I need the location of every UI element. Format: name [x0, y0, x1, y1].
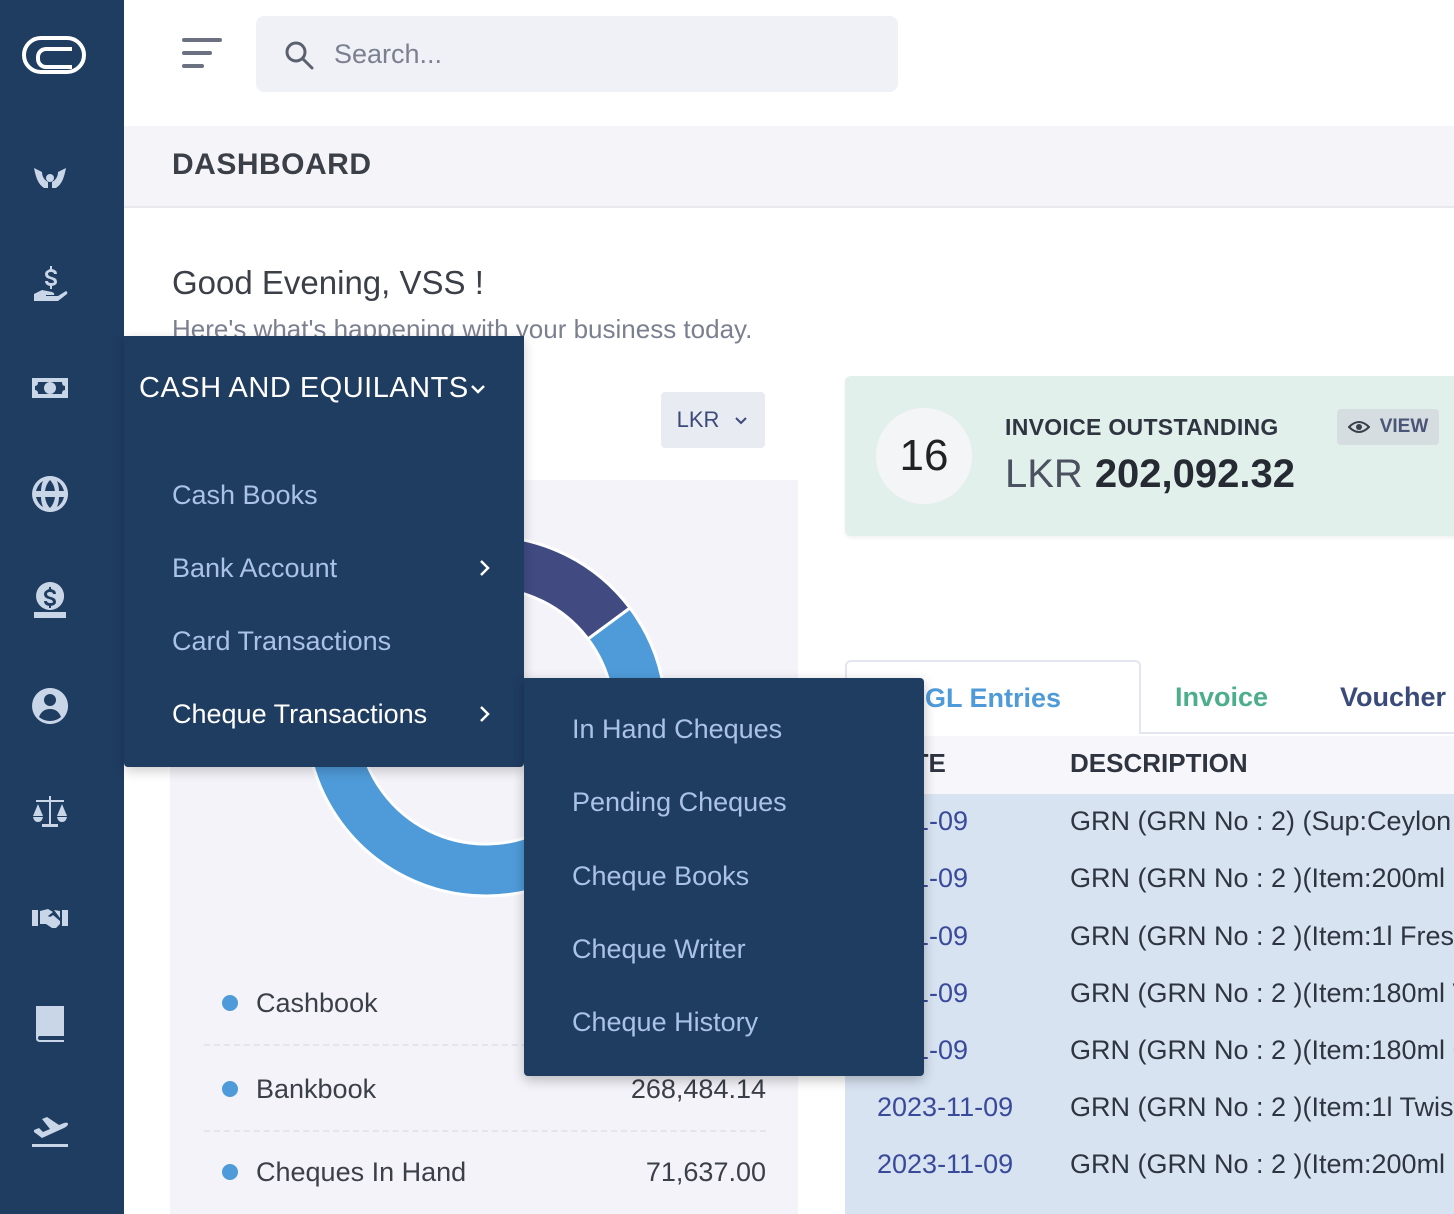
row-description: GRN (GRN No : 2 )(Item:1l Twist [1070, 1092, 1454, 1122]
menu-item-cash-books[interactable]: Cash Books [172, 470, 492, 520]
row-description: GRN (GRN No : 2 )(Item:200ml [1070, 1149, 1446, 1179]
submenu-item-pending-cheques[interactable]: Pending Cheques [572, 787, 787, 817]
menu-item-label: Cash Books [172, 479, 318, 510]
legend-item: Bankbook 268,484.14 [204, 1048, 766, 1132]
scale-icon[interactable] [28, 790, 72, 834]
hands-icon[interactable] [28, 156, 72, 200]
app-logo[interactable] [22, 36, 86, 74]
legend-item: Cheques In Hand 71,637.00 [204, 1130, 766, 1214]
eye-icon [1347, 421, 1370, 433]
submenu-item-cheque-books[interactable]: Cheque Books [572, 861, 750, 891]
hand-dollar-icon[interactable] [28, 262, 72, 306]
globe-icon[interactable] [28, 472, 72, 516]
legend-name: Cashbook [256, 987, 378, 1018]
tab-invoice[interactable]: Invoice [1175, 681, 1269, 712]
sidebar [0, 0, 124, 1214]
menu-toggle-icon[interactable] [182, 38, 222, 70]
submenu-item-cheque-history[interactable]: Cheque History [572, 1007, 759, 1037]
column-header-description: DESCRIPTION [1070, 748, 1248, 778]
page-title: DASHBOARD [172, 148, 372, 181]
row-description: GRN (GRN No : 2 )(Item:180ml V [1070, 978, 1454, 1008]
page-header: DASHBOARD [124, 126, 1454, 208]
row-date: 2023-11-09 [877, 1149, 1014, 1179]
submenu-item-in-hand-cheques[interactable]: In Hand Cheques [572, 714, 783, 744]
legend-value: 71,637.00 [645, 1156, 766, 1187]
plane-departure-icon[interactable] [28, 1108, 72, 1152]
greeting-title: Good Evening, VSS ! [172, 264, 484, 301]
legend-dot [222, 1081, 238, 1097]
menu-item-card-transactions[interactable]: Card Transactions [172, 616, 492, 666]
view-button[interactable]: VIEW [1337, 409, 1439, 445]
currency-select-value: LKR [676, 407, 720, 432]
search-bar[interactable] [256, 16, 898, 92]
tab-voucher[interactable]: Voucher [1340, 681, 1447, 712]
invoice-currency: LKR [1005, 452, 1083, 496]
invoice-card-title: INVOICE OUTSTANDING [1005, 414, 1279, 440]
table-header: DATE DESCRIPTION [845, 736, 1454, 794]
top-bar [124, 0, 1454, 126]
handshake-icon[interactable] [28, 896, 72, 940]
row-description: GRN (GRN No : 2 )(Item:180ml C [1070, 1035, 1454, 1065]
chevron-down-icon [470, 384, 485, 394]
invoice-outstanding-card: 16 INVOICE OUTSTANDING LKR 202,092.32 VIE… [845, 376, 1454, 536]
row-description: GRN (GRN No : 2) (Sup:Ceylon [1070, 806, 1452, 836]
menu-item-label: Bank Account [172, 552, 338, 583]
cash-equivalents-menu: CASH AND EQUILANTS Cash Books Bank Accou… [124, 336, 524, 767]
search-icon [285, 41, 314, 70]
chevron-right-icon [480, 706, 490, 722]
submenu-item-cheque-writer[interactable]: Cheque Writer [572, 934, 746, 964]
cheque-transactions-submenu: In Hand Cheques Pending Cheques Cheque B… [524, 678, 924, 1076]
row-date: 2023-11-09 [877, 1092, 1014, 1122]
invoice-amount-value: 202,092.32 [1094, 452, 1296, 496]
view-button-label: VIEW [1379, 416, 1429, 437]
menu-header-label: CASH AND EQUILANTS [139, 372, 469, 404]
currency-select[interactable]: LKR [661, 392, 765, 448]
menu-item-bank-account[interactable]: Bank Account [172, 543, 492, 593]
menu-header[interactable]: CASH AND EQUILANTS [139, 372, 487, 405]
chevron-down-icon [735, 417, 748, 425]
legend-dot [222, 1164, 238, 1180]
menu-item-cheque-transactions[interactable]: Cheque Transactions [172, 689, 492, 739]
book-icon[interactable] [28, 1002, 72, 1046]
table-row[interactable]: 2023-11-09 GRN (GRN No : 2 )(Item:200ml [845, 1137, 1454, 1194]
dollar-coin-icon[interactable] [28, 578, 72, 622]
invoice-count: 16 [876, 408, 972, 504]
menu-item-label: Cheque Transactions [172, 698, 428, 729]
legend-name: Bankbook [256, 1073, 377, 1104]
menu-item-label: Card Transactions [172, 625, 392, 656]
table-row[interactable]: 2023-11-09 GRN (GRN No : 2 )(Item:1l Twis… [845, 1080, 1454, 1137]
invoice-amount: LKR 202,092.32 [1005, 452, 1295, 497]
chevron-right-icon [480, 560, 490, 576]
money-icon[interactable] [28, 366, 72, 410]
entries-tabs: ent GL Entries Invoice Voucher [845, 660, 1454, 734]
legend-dot [222, 995, 238, 1011]
user-circle-icon[interactable] [28, 684, 72, 728]
row-description: GRN (GRN No : 2 )(Item:200ml [1070, 863, 1446, 893]
legend-item: Cashbook [204, 962, 766, 1046]
search-input[interactable] [334, 34, 854, 74]
legend-name: Cheques In Hand [256, 1156, 467, 1187]
row-description: GRN (GRN No : 2 )(Item:1l Fresh [1070, 921, 1454, 951]
legend-value: 268,484.14 [630, 1073, 766, 1104]
